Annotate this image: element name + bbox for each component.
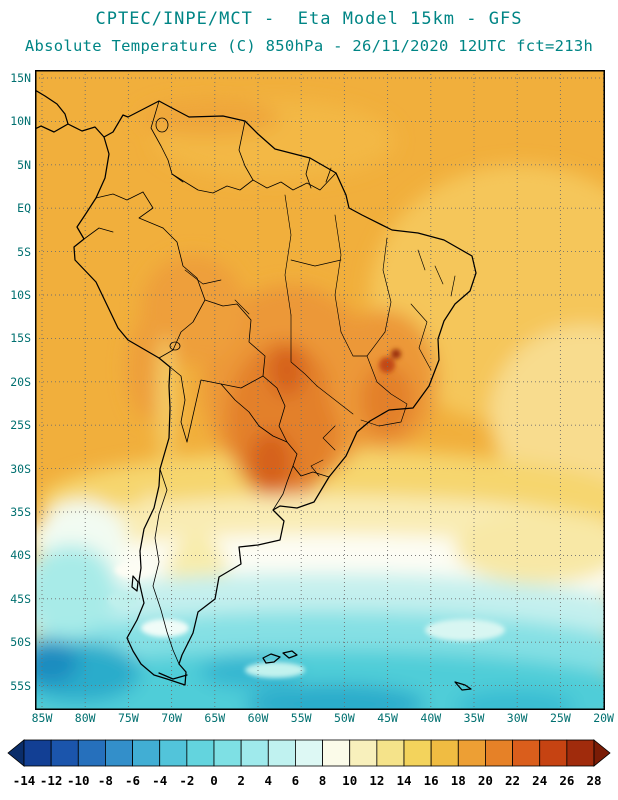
colorbar-tick-label: 26 [559, 773, 574, 788]
lon-label-75W: 75W [118, 711, 139, 725]
colorbar-tick-label: 10 [342, 773, 357, 788]
lat-label-10S: 10S [10, 288, 31, 302]
lat-label-55S: 55S [10, 678, 31, 693]
colorbar-tick-label: 24 [532, 773, 547, 788]
colorbar-tick-label: 0 [210, 773, 218, 788]
colorbar-segment [77, 739, 106, 767]
colorbar-segment [430, 739, 459, 767]
country-borders [83, 100, 337, 665]
colorbar-segment [159, 739, 188, 767]
lat-label-10N: 10N [10, 114, 31, 129]
colorbar-segment [105, 739, 133, 767]
lon-label-65W: 65W [204, 711, 226, 725]
colorbar-tick-label: 18 [451, 773, 466, 788]
lon-label-45W: 45W [377, 711, 398, 725]
colorbar-tick-label: 16 [424, 773, 439, 788]
colorbar-segment [213, 739, 242, 767]
colorbar-segment [376, 739, 405, 767]
colorbar-tick-label: 14 [396, 773, 411, 788]
colorbar-segment [349, 739, 378, 767]
lat-label-40S: 40S [10, 548, 31, 563]
lat-label-5N: 5N [17, 157, 31, 172]
south-america-temperature-map [35, 70, 605, 710]
lat-label-30S: 30S [10, 461, 31, 476]
lon-label-70W: 70W [161, 711, 182, 725]
coastlines [35, 89, 477, 691]
lon-label-20W: 20W [593, 711, 614, 725]
colorbar-segment [539, 739, 568, 767]
colorbar-segment [403, 739, 432, 767]
colorbar-tick-label: -12 [40, 773, 63, 788]
colorbar-segment [512, 739, 541, 767]
temperature-field-details [108, 349, 505, 678]
state-borders [184, 194, 456, 477]
lat-label-25S: 25S [10, 418, 31, 433]
colorbar-tick-label: -10 [67, 773, 90, 788]
lon-label-40W: 40W [420, 711, 442, 725]
colorbar-segment [132, 739, 161, 767]
colorbar-segment [50, 739, 79, 767]
colorbar-tick-label: 6 [292, 773, 300, 788]
lat-label-15S: 15S [10, 331, 31, 346]
lat-label-50S: 50S [10, 635, 31, 650]
colorbar-tick-label: 28 [586, 773, 601, 788]
colorbar-tick-label: -4 [152, 773, 167, 788]
lat-label-35S: 35S [10, 505, 31, 519]
colorbar-segment [23, 739, 52, 767]
colorbar-tick-label: -6 [125, 773, 140, 788]
temperature-colorbar: -14 -12 -10 -8 -6 -4 -2 0 2 4 6 8 10 12 14 16 18 20 22 24 26… [7, 739, 611, 788]
colorbar-segment [457, 739, 486, 767]
lat-label-EQ: EQ [17, 201, 31, 216]
colorbar-segment [240, 739, 269, 767]
title-line-1: CPTEC/INPE/MCT - Eta Model 15km - GFS [95, 9, 523, 29]
colorbar-segment [186, 739, 215, 767]
lat-label-20S: 20S [10, 374, 31, 389]
lon-label-85W: 85W [31, 711, 53, 725]
colorbar-tick-label: 20 [478, 773, 493, 788]
colorbar-tick-label: -14 [13, 773, 36, 788]
title-line-2: Absolute Temperature (C) 850hPa - 26/11/… [24, 37, 594, 55]
colorbar-right-arrow [593, 739, 611, 767]
colorbar-segment [267, 739, 296, 767]
lon-label-25W: 25W [550, 711, 571, 725]
colorbar-tick-label: 12 [369, 773, 384, 788]
colorbar-segment [322, 739, 351, 767]
map-frame [35, 70, 605, 710]
colorbar-tick-label: 2 [237, 773, 245, 788]
colorbar-segment [295, 739, 323, 767]
lat-label-45S: 45S [10, 591, 31, 606]
colorbar-tick-label: 4 [265, 773, 273, 788]
colorbar-segment [485, 739, 513, 767]
lat-label-15N: 15N [10, 71, 31, 85]
lon-label-50W: 50W [334, 711, 355, 725]
lon-label-30W: 30W [506, 711, 528, 725]
lon-label-55W: 55W [290, 711, 312, 725]
lon-label-80W: 80W [74, 711, 96, 725]
colorbar-left-arrow [7, 739, 25, 767]
colorbar-tick-label: 22 [505, 773, 520, 788]
lon-label-60W: 60W [247, 711, 269, 725]
colorbar-tick-label: -2 [179, 773, 194, 788]
colorbar-tick-label: 8 [319, 773, 327, 788]
lat-label-5S: 5S [17, 244, 31, 259]
lon-label-35W: 35W [463, 711, 485, 725]
colorbar-tick-label: -8 [98, 773, 113, 788]
colorbar-segment [566, 739, 595, 767]
